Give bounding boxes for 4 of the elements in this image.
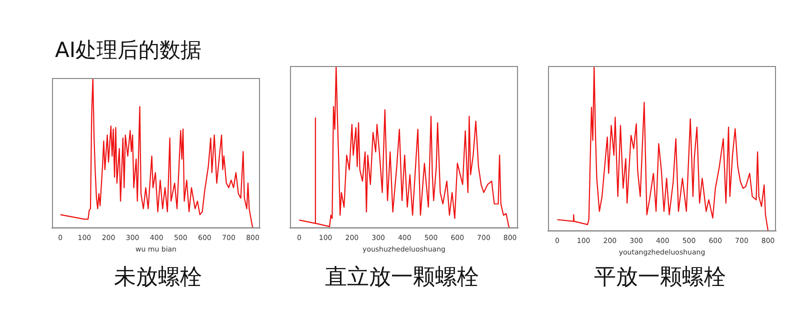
- text: 直立放一颗螺栓: [324, 264, 480, 292]
- text: 未放螺栓: [113, 264, 203, 292]
- text: 平放一颗螺栓: [593, 264, 727, 292]
- text: AI处理后的数据: [55, 37, 202, 64]
